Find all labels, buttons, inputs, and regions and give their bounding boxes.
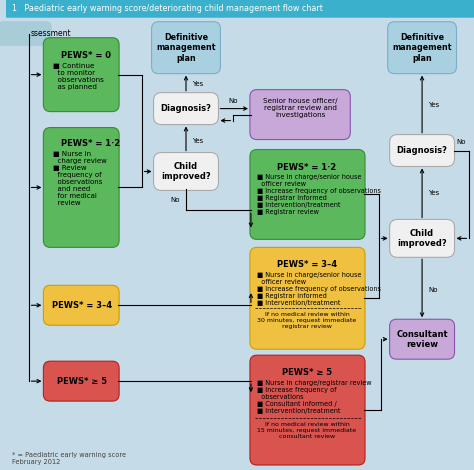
Text: ssessment: ssessment [31, 29, 71, 38]
FancyBboxPatch shape [43, 38, 119, 111]
Text: 1   Paediatric early warning score/deteriorating child management flow chart: 1 Paediatric early warning score/deterio… [12, 4, 323, 13]
Text: If no medical review within
30 minutes, request immediate
registrar review: If no medical review within 30 minutes, … [257, 312, 356, 329]
Text: Yes: Yes [192, 81, 203, 86]
FancyBboxPatch shape [250, 90, 350, 140]
FancyBboxPatch shape [43, 361, 119, 401]
Text: Yes: Yes [192, 138, 203, 143]
Text: Yes: Yes [428, 190, 439, 196]
FancyBboxPatch shape [390, 134, 455, 166]
FancyBboxPatch shape [154, 153, 219, 190]
Text: ■ Nurse in charge/registrar review
■ Increase frequency of
  observations
■ Cons: ■ Nurse in charge/registrar review ■ Inc… [257, 380, 372, 414]
Text: Child
improved?: Child improved? [161, 162, 211, 181]
Text: ■ Nurse in charge/senior house
  officer review
■ Increase frequency of observat: ■ Nurse in charge/senior house officer r… [257, 174, 381, 215]
Text: If no medical review within
15 minutes, request immediate
consultant review: If no medical review within 15 minutes, … [257, 422, 356, 439]
Text: PEWS* ≥ 5: PEWS* ≥ 5 [282, 368, 332, 377]
FancyBboxPatch shape [250, 247, 365, 349]
Text: PEWS* = 1·2: PEWS* = 1·2 [277, 163, 337, 172]
Text: No: No [228, 98, 238, 103]
Text: PEWS* = 3–4: PEWS* = 3–4 [277, 260, 337, 269]
Text: No: No [456, 139, 466, 145]
FancyBboxPatch shape [6, 0, 474, 18]
Text: ■ Nurse in charge/senior house
  officer review
■ Increase frequency of observat: ■ Nurse in charge/senior house officer r… [257, 272, 381, 306]
FancyBboxPatch shape [152, 22, 220, 74]
FancyBboxPatch shape [250, 149, 365, 239]
Text: Diagnosis?: Diagnosis? [161, 104, 211, 113]
Text: ■ Nurse in
  charge review
■ Review
  frequency of
  observations
  and need
  f: ■ Nurse in charge review ■ Review freque… [53, 150, 107, 205]
Text: Child
improved?: Child improved? [397, 229, 447, 248]
FancyBboxPatch shape [390, 319, 455, 359]
FancyBboxPatch shape [0, 22, 51, 46]
Text: Senior house officer/
registrar review and
investigations: Senior house officer/ registrar review a… [263, 98, 337, 118]
FancyBboxPatch shape [250, 355, 365, 465]
Text: * = Paediatric early warning score
February 2012: * = Paediatric early warning score Febru… [12, 452, 126, 465]
FancyBboxPatch shape [390, 219, 455, 258]
Text: Definitive
management
plan: Definitive management plan [156, 33, 216, 63]
FancyBboxPatch shape [154, 93, 219, 125]
Text: PEWS* = 0: PEWS* = 0 [61, 51, 111, 60]
Text: No: No [428, 287, 438, 293]
Text: Diagnosis?: Diagnosis? [397, 146, 447, 155]
FancyBboxPatch shape [43, 127, 119, 247]
FancyBboxPatch shape [43, 285, 119, 325]
Text: Definitive
management
plan: Definitive management plan [392, 33, 452, 63]
FancyBboxPatch shape [388, 22, 456, 74]
Text: PEWS* ≥ 5: PEWS* ≥ 5 [57, 376, 107, 386]
Text: Consultant
review: Consultant review [396, 329, 448, 349]
Text: Yes: Yes [428, 102, 439, 108]
Text: PEWS* = 1·2: PEWS* = 1·2 [61, 139, 120, 148]
Text: ■ Continue
  to monitor
  observations
  as planned: ■ Continue to monitor observations as pl… [53, 63, 104, 90]
Text: No: No [171, 197, 180, 204]
Text: PEWS* = 3–4: PEWS* = 3–4 [52, 301, 112, 310]
